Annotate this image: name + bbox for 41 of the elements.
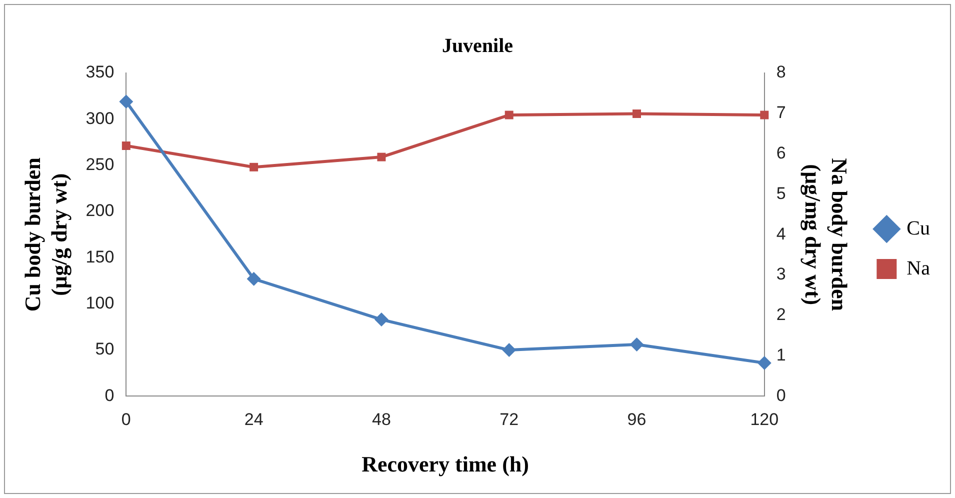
- y2-tick-label: 0: [776, 386, 786, 405]
- y-tick-label: 50: [95, 340, 114, 359]
- point: [250, 162, 258, 172]
- y2-tick-label: 7: [776, 103, 786, 122]
- legend-label: Na: [906, 257, 930, 280]
- y2-axis-title: Na body burden (µg/mg dry wt): [800, 158, 852, 312]
- y-tick-label: 100: [86, 294, 114, 313]
- x-tick-label: 72: [500, 410, 519, 430]
- x-tick-label: 24: [244, 410, 264, 430]
- x-axis-title: Recovery time (h): [362, 451, 529, 476]
- y-tick-label: 150: [86, 247, 114, 266]
- y-axis-title: Cu body burden (µg/g dry wt): [20, 158, 72, 312]
- y2-tick-label: 5: [776, 184, 786, 203]
- point: [760, 110, 769, 120]
- point: [630, 337, 644, 352]
- x-tick-label: 48: [372, 410, 391, 430]
- y2-tick-label: 8: [776, 62, 786, 82]
- y-tick-label: 200: [86, 201, 114, 220]
- y2-tick-label: 3: [776, 264, 786, 284]
- point: [122, 141, 130, 150]
- y2-tick-label: 4: [776, 224, 786, 244]
- chart-title: Juvenile: [442, 35, 514, 58]
- y-tick-label: 250: [86, 155, 114, 174]
- y2-tick-label: 6: [776, 143, 786, 162]
- x-tick-label: 0: [121, 410, 131, 430]
- legend-label: Cu: [906, 217, 930, 240]
- point: [632, 110, 641, 118]
- point: [246, 272, 261, 286]
- point: [502, 343, 516, 358]
- y2-tick-label: 2: [776, 305, 786, 324]
- y-tick-label: 300: [86, 108, 114, 128]
- point: [119, 94, 134, 109]
- point: [377, 152, 386, 162]
- point: [504, 110, 514, 120]
- y2-tick-label: 1: [776, 345, 786, 364]
- x-tick-label: 120: [750, 410, 779, 430]
- y-tick-label: 350: [86, 62, 114, 82]
- y-tick-label: 0: [104, 386, 114, 405]
- point: [757, 356, 772, 370]
- x-tick-label: 96: [627, 410, 646, 430]
- point: [374, 312, 388, 327]
